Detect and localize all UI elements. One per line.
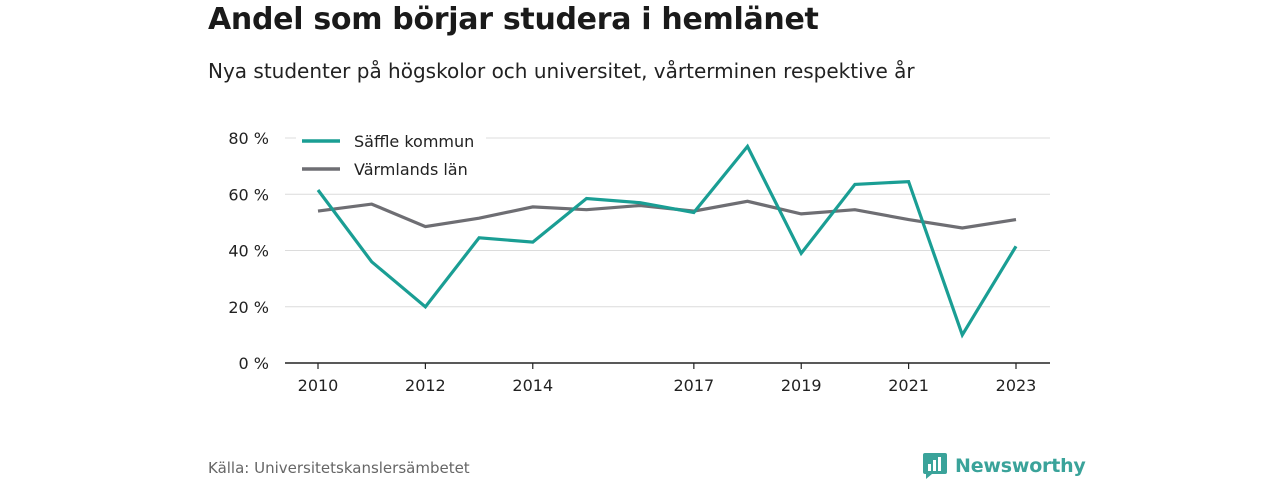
legend-label: Säffle kommun	[354, 132, 474, 151]
chart-subtitle: Nya studenter på högskolor och universit…	[208, 59, 915, 83]
x-tick-label: 2023	[996, 376, 1037, 395]
newsworthy-logo[interactable]: Newsworthy	[922, 452, 1086, 480]
legend-label: Värmlands län	[354, 160, 468, 179]
y-tick-label: 60 %	[228, 185, 269, 204]
x-tick-label: 2012	[405, 376, 446, 395]
y-axis-ticks: 0 % 20 % 40 % 60 % 80 %	[228, 129, 269, 373]
series-lines	[316, 143, 1018, 339]
chart-title: Andel som börjar studera i hemlänet	[208, 2, 819, 37]
y-tick-label: 20 %	[228, 298, 269, 317]
x-axis: 2010 2012 2014 2017 2019 2021 2023	[285, 362, 1050, 395]
x-tick-label: 2010	[298, 376, 339, 395]
bar-chart-icon	[923, 453, 947, 479]
x-tick-label: 2017	[673, 376, 714, 395]
source-note: Källa: Universitetskanslersämbetet	[208, 459, 470, 477]
y-tick-label: 0 %	[239, 354, 269, 373]
brand-name: Newsworthy	[955, 455, 1086, 477]
series-line-1	[317, 199, 1017, 230]
x-tick-label: 2021	[888, 376, 929, 395]
y-tick-label: 40 %	[228, 242, 269, 261]
x-tick-label: 2014	[512, 376, 553, 395]
x-tick-label: 2019	[781, 376, 822, 395]
legend: Säffle kommun Värmlands län	[296, 129, 486, 181]
line-chart: 0 % 20 % 40 % 60 % 80 % 2010 2012 2014 2017 2019…	[228, 129, 1050, 395]
series-line-0	[316, 143, 1018, 339]
y-tick-label: 80 %	[228, 129, 269, 148]
